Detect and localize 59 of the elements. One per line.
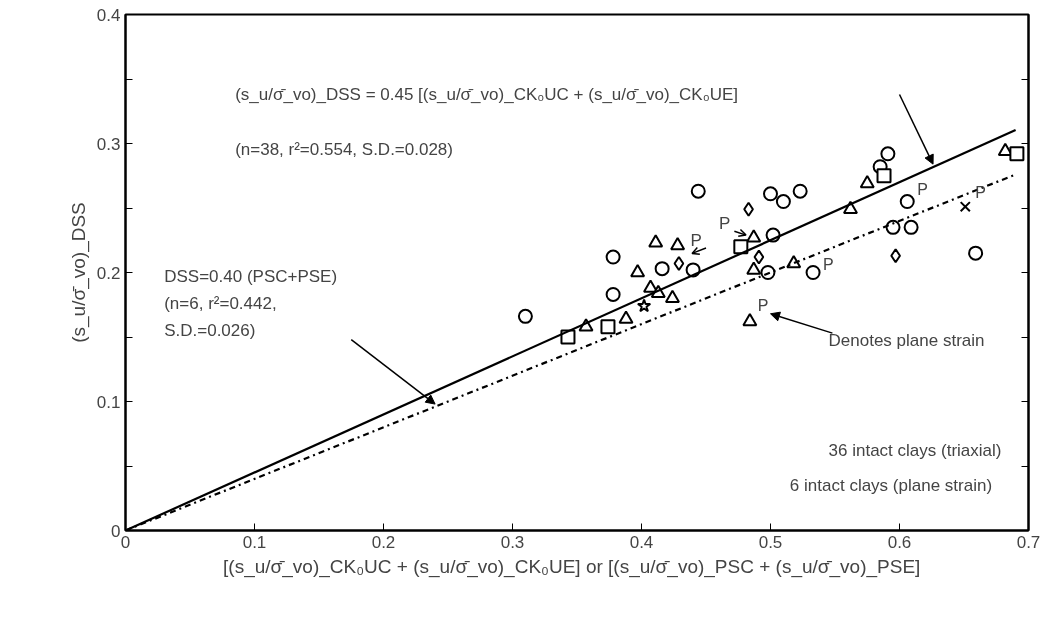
point xyxy=(775,194,791,210)
point xyxy=(763,186,778,202)
point xyxy=(636,298,652,313)
annotation: (s_u/σ̄_vo)_DSS = 0.45 [(s_u/σ̄_vo)_CK₀UC + (s_u/σ̄_vo)_CK₀UE] xyxy=(235,84,739,104)
x-tick-label: 0.5 xyxy=(758,532,783,552)
y-tick-label: 0.1 xyxy=(96,392,121,412)
point xyxy=(733,239,749,255)
point xyxy=(618,310,634,324)
y-tick-label: 0.2 xyxy=(96,263,121,283)
point xyxy=(792,183,808,199)
point xyxy=(600,319,616,335)
point xyxy=(959,201,971,213)
x-axis-title: [(s_u/σ̄_vo)_CK₀UC + (s_u/σ̄_vo)_CK₀UE] or [(s_u/σ̄_vo)_PSC + (s_u/σ̄_vo)_PSE] xyxy=(223,555,921,578)
point xyxy=(903,219,919,235)
point xyxy=(690,183,706,199)
annotation: Denotes plane strain xyxy=(828,331,985,351)
annotation: P xyxy=(975,183,986,201)
x-tick-label: 0.7 xyxy=(1016,532,1041,552)
point xyxy=(880,146,896,162)
x-tick-label: 0.6 xyxy=(887,532,912,552)
x-tick-label: 0.1 xyxy=(242,532,267,552)
point xyxy=(899,194,915,210)
point xyxy=(605,249,621,265)
y-axis-title: (s_u/σ̄_vo)_DSS xyxy=(67,202,90,343)
point xyxy=(842,200,858,215)
annotation: (n=38, r²=0.554, S.D.=0.028) xyxy=(235,140,453,160)
point xyxy=(664,289,680,304)
x-tick-label: 0.4 xyxy=(629,532,654,552)
annotation: 6 intact clays (plane strain) xyxy=(789,475,993,495)
point xyxy=(630,263,646,278)
annotation: P xyxy=(718,213,731,233)
annotation: 36 intact clays (triaxial) xyxy=(828,441,1002,461)
point xyxy=(605,286,621,302)
x-tick-label: 0.3 xyxy=(500,532,525,552)
annotation: S.D.=0.026) xyxy=(164,321,256,341)
point xyxy=(805,265,821,280)
annotation: P xyxy=(757,296,769,314)
annotation: P xyxy=(917,180,928,198)
point xyxy=(654,261,670,277)
point xyxy=(753,249,765,265)
point xyxy=(876,168,892,184)
point xyxy=(859,174,875,189)
point xyxy=(648,234,664,248)
point xyxy=(1009,146,1025,162)
y-tick-label: 0.3 xyxy=(96,134,121,154)
point xyxy=(885,219,901,235)
y-tick-label: 0.4 xyxy=(96,5,121,25)
point xyxy=(517,308,533,324)
point xyxy=(673,255,685,271)
point xyxy=(742,313,758,327)
point xyxy=(968,245,984,261)
annotation: P xyxy=(823,255,834,273)
point xyxy=(746,261,762,275)
point xyxy=(746,229,762,243)
annotation: DSS=0.40 (PSC+PSE) xyxy=(164,266,338,286)
annotation: P xyxy=(690,230,702,250)
point xyxy=(670,236,686,251)
x-tick-label: 0.2 xyxy=(371,532,396,552)
annotation: (n=6, r²=0.442, xyxy=(164,293,277,313)
